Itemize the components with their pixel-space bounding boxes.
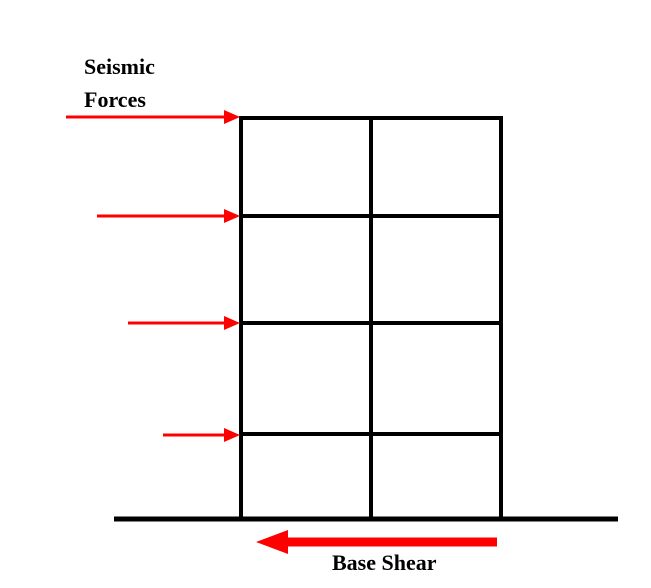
base-shear-label: Base Shear	[332, 550, 437, 575]
seismic-force-arrow-floor-3	[97, 209, 240, 223]
base-shear-arrow	[256, 530, 497, 554]
seismic-force-arrow-roof	[66, 110, 240, 124]
seismic-force-arrow-floor-2	[128, 316, 240, 330]
seismic-force-arrow-floor-1	[163, 428, 240, 442]
seismic-label-line-1: Seismic	[84, 54, 155, 79]
seismic-forces-label: Seismic Forces	[84, 50, 155, 116]
seismic-label-line-2: Forces	[84, 87, 146, 112]
